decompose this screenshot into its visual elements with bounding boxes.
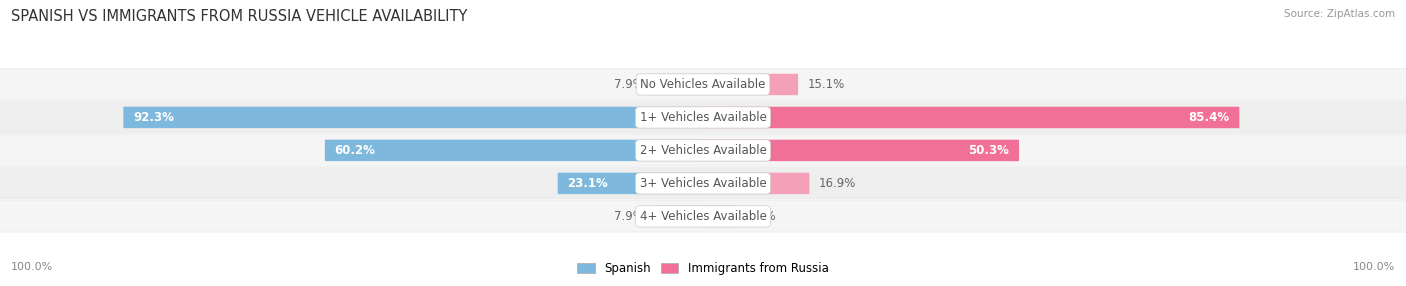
Text: 7.9%: 7.9% [614,210,644,223]
Text: 100.0%: 100.0% [11,262,53,272]
FancyBboxPatch shape [703,206,737,227]
Text: 16.9%: 16.9% [818,177,856,190]
FancyBboxPatch shape [0,135,1406,166]
Text: 23.1%: 23.1% [568,177,609,190]
Text: 100.0%: 100.0% [1353,262,1395,272]
FancyBboxPatch shape [0,201,1406,232]
FancyBboxPatch shape [325,140,703,161]
FancyBboxPatch shape [703,140,1019,161]
FancyBboxPatch shape [654,74,703,95]
Legend: Spanish, Immigrants from Russia: Spanish, Immigrants from Russia [572,257,834,280]
Text: 2+ Vehicles Available: 2+ Vehicles Available [640,144,766,157]
Text: 3+ Vehicles Available: 3+ Vehicles Available [640,177,766,190]
Text: 4+ Vehicles Available: 4+ Vehicles Available [640,210,766,223]
Text: Source: ZipAtlas.com: Source: ZipAtlas.com [1284,9,1395,19]
FancyBboxPatch shape [124,107,703,128]
Text: 60.2%: 60.2% [335,144,375,157]
Text: 5.3%: 5.3% [745,210,775,223]
Text: SPANISH VS IMMIGRANTS FROM RUSSIA VEHICLE AVAILABILITY: SPANISH VS IMMIGRANTS FROM RUSSIA VEHICL… [11,9,468,23]
FancyBboxPatch shape [558,173,703,194]
FancyBboxPatch shape [0,102,1406,133]
Text: 85.4%: 85.4% [1188,111,1230,124]
FancyBboxPatch shape [703,107,1239,128]
Text: 7.9%: 7.9% [614,78,644,91]
FancyBboxPatch shape [654,206,703,227]
Text: 15.1%: 15.1% [807,78,845,91]
FancyBboxPatch shape [0,168,1406,199]
Text: No Vehicles Available: No Vehicles Available [640,78,766,91]
FancyBboxPatch shape [703,74,799,95]
Text: 50.3%: 50.3% [969,144,1010,157]
Text: 92.3%: 92.3% [134,111,174,124]
Text: 1+ Vehicles Available: 1+ Vehicles Available [640,111,766,124]
FancyBboxPatch shape [703,173,810,194]
FancyBboxPatch shape [0,69,1406,100]
